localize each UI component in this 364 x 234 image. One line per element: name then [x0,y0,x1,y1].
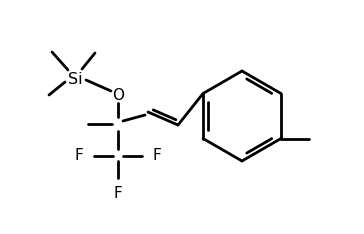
Text: Si: Si [68,72,82,87]
Text: F: F [75,149,83,164]
Text: F: F [114,186,122,201]
Text: F: F [153,149,161,164]
Text: O: O [112,88,124,103]
